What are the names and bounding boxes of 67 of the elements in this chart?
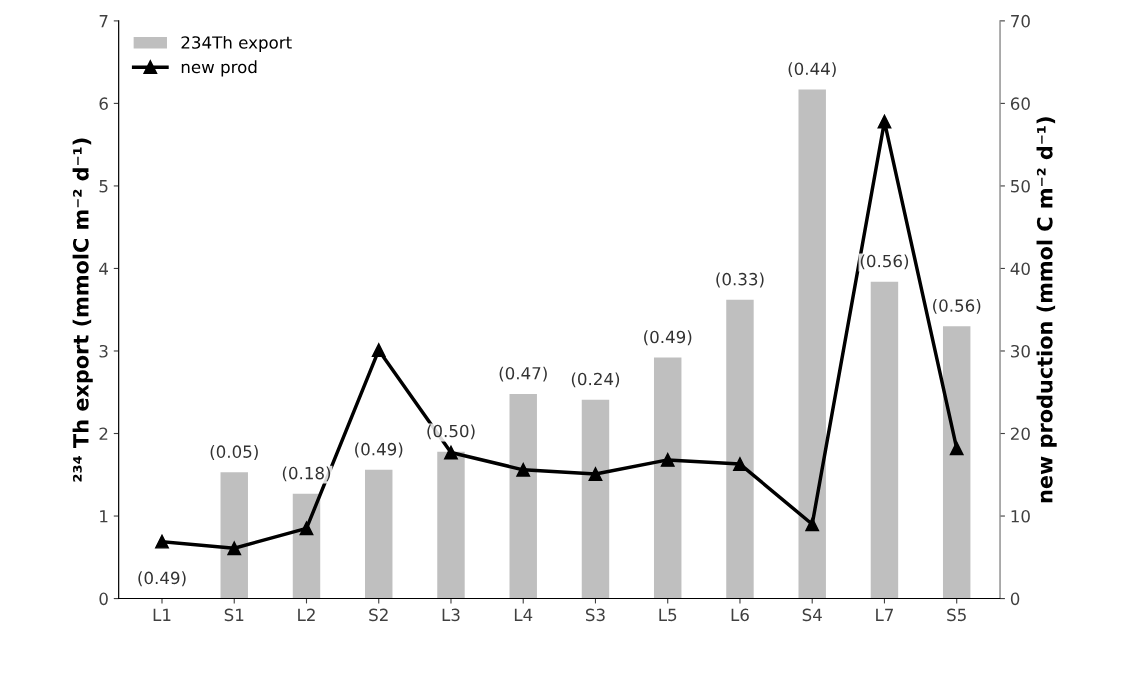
y-tick-label: 5 xyxy=(99,180,108,193)
x-tick-label: L7 xyxy=(876,608,893,621)
x-tick-label: S5 xyxy=(947,608,966,622)
annotation: (0.56) xyxy=(860,254,909,270)
y-tick-label: 0 xyxy=(99,592,108,606)
annotation: (0.05) xyxy=(210,445,258,460)
point xyxy=(949,441,964,456)
y2-tick-label: 50 xyxy=(1011,179,1030,193)
x-tick-label: L2 xyxy=(298,608,315,621)
annotation: (0.24) xyxy=(571,372,620,388)
y2-tick-label: 60 xyxy=(1010,97,1030,110)
y2-tick-label: 10 xyxy=(1011,510,1030,523)
y-tick-label: 6 xyxy=(99,97,108,110)
y-tick-label: 2 xyxy=(99,427,108,440)
bar xyxy=(653,357,682,599)
legend-label: new prod xyxy=(181,60,257,77)
x-tick-label: S3 xyxy=(585,608,605,622)
y-tick-label: 7 xyxy=(99,15,108,28)
point xyxy=(733,457,747,471)
bar xyxy=(942,326,971,599)
bar xyxy=(509,393,537,599)
point xyxy=(155,534,169,549)
y2-tick-label: 20 xyxy=(1010,427,1030,441)
point xyxy=(371,343,386,358)
annotation: (0.49) xyxy=(355,442,403,458)
bar xyxy=(437,451,465,599)
legend-label: 234Th export xyxy=(181,35,292,53)
y2-axis-title: new production (mmol C m⁻² d⁻¹) xyxy=(1036,117,1057,503)
bar xyxy=(292,493,321,599)
bar xyxy=(870,281,899,599)
annotation: (0.49) xyxy=(138,571,186,587)
annotation: (0.47) xyxy=(499,366,547,382)
x-tick-label: L3 xyxy=(442,608,460,622)
bar xyxy=(726,299,754,599)
x-tick-label: S2 xyxy=(369,608,388,622)
annotation: (0.44) xyxy=(788,62,836,77)
y2-tick-label: 30 xyxy=(1011,344,1030,358)
annotation: (0.50) xyxy=(427,424,475,440)
y-tick-label: 3 xyxy=(99,344,108,358)
y2-tick-label: 40 xyxy=(1010,262,1030,276)
x-tick-label: L4 xyxy=(514,608,533,621)
x-tick-label: S1 xyxy=(224,608,244,622)
x-tick-label: S4 xyxy=(802,608,822,622)
point xyxy=(588,467,603,481)
annotation: (0.56) xyxy=(933,299,981,314)
point xyxy=(877,114,892,129)
annotation: (0.49) xyxy=(644,330,692,346)
y2-tick-label: 0 xyxy=(1010,592,1020,606)
x-tick-label: L1 xyxy=(153,608,171,621)
bar xyxy=(581,399,610,599)
point xyxy=(444,445,458,460)
x-tick-label: L5 xyxy=(659,608,677,622)
point xyxy=(516,462,531,477)
point xyxy=(660,452,675,467)
y-axis-title: ²³⁴ Th export (mmolC m⁻² d⁻¹) xyxy=(72,138,93,482)
bar xyxy=(365,469,393,599)
point xyxy=(805,517,820,532)
y-tick-label: 4 xyxy=(99,262,108,275)
point xyxy=(227,541,242,556)
bar xyxy=(220,472,248,599)
annotation: (0.33) xyxy=(716,272,764,288)
bar xyxy=(798,89,826,599)
y2-tick-label: 70 xyxy=(1011,14,1030,28)
point xyxy=(299,521,314,536)
x-tick-label: L6 xyxy=(731,608,749,622)
y-tick-label: 1 xyxy=(100,510,108,523)
annotation: (0.18) xyxy=(282,466,331,482)
